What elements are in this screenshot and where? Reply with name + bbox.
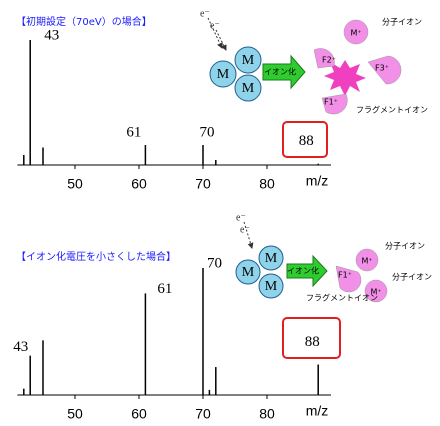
ionization-label: イオン化 <box>287 266 319 276</box>
x-axis-label: m/z <box>306 173 329 189</box>
molecular-ion-label: 分子イオン <box>392 273 432 282</box>
molecular-ion: M⁺ <box>361 257 372 266</box>
chart-title: 【イオン化電圧を小さくした場合】 <box>16 250 176 263</box>
peak <box>29 40 31 165</box>
molecular-ion-label: 分子イオン <box>382 18 422 27</box>
ionization-label: イオン化 <box>264 67 296 77</box>
peak <box>23 155 25 165</box>
chart-title: 【初期設定（70eV）の場合】 <box>16 15 152 28</box>
highlight-box <box>282 121 328 158</box>
molecule: M <box>242 81 255 96</box>
fragment-label: フラグメントイオン <box>306 293 378 303</box>
electron: e⁻ <box>210 20 220 31</box>
peak <box>42 147 44 165</box>
molecule: M <box>242 265 255 280</box>
x-tick-label: 50 <box>67 176 83 192</box>
peak <box>215 367 217 395</box>
molecule: M <box>265 279 278 294</box>
x-axis-label: m/z <box>306 403 329 419</box>
peak-label: 43 <box>13 339 28 355</box>
highlight-box <box>282 317 341 359</box>
peak-label: 70 <box>207 255 222 271</box>
electron: e⁻ <box>240 224 250 235</box>
peak-label: 61 <box>157 281 172 297</box>
peak <box>23 388 25 395</box>
x-tick-label: 80 <box>259 176 275 192</box>
x-tick-label: 70 <box>195 406 211 422</box>
peak <box>317 364 319 395</box>
peak <box>144 145 147 165</box>
fragment: F1⁺ <box>338 271 352 280</box>
x-tick-label: 70 <box>195 176 211 192</box>
electron: e⁻ <box>200 8 210 19</box>
fragment: F1⁺ <box>324 98 338 107</box>
x-tick-label: 80 <box>259 406 275 422</box>
peak <box>144 293 147 395</box>
fragment-label: フラグメントイオン <box>356 105 428 115</box>
peak <box>29 355 31 395</box>
diagram-2: 【イオン化電圧を小さくした場合】 e⁻ e⁻ M M M イオン化 M⁺ 分子イ… <box>16 212 432 359</box>
peak <box>202 145 204 165</box>
molecular-ion: M⁺ <box>350 29 361 38</box>
fragment: F3⁺ <box>375 64 389 73</box>
peak <box>208 389 211 395</box>
electron: e⁻ <box>236 212 246 223</box>
peak-label: 88 <box>305 334 320 350</box>
peak-label: 70 <box>200 124 215 140</box>
peak-label: 88 <box>299 133 314 149</box>
molecular-ion-label: 分子イオン <box>385 242 425 251</box>
peak <box>215 160 217 165</box>
diagram-1: 【初期設定（70eV）の場合】 e⁻ e⁻ M M M イオン化 M⁺ 分子イオ… <box>16 8 428 158</box>
x-tick-label: 60 <box>131 406 147 422</box>
peak <box>42 340 44 395</box>
fragment: F2⁺ <box>322 56 336 65</box>
peak-label: 61 <box>126 124 141 140</box>
peak <box>202 268 204 395</box>
peak-label: 43 <box>44 27 59 43</box>
peak <box>317 163 319 165</box>
molecule: M <box>265 251 278 266</box>
x-tick-label: 50 <box>67 406 83 422</box>
molecule: M <box>242 53 255 68</box>
x-tick-label: 60 <box>131 176 147 192</box>
molecule: M <box>217 67 230 82</box>
molecular-ion: M⁺ <box>370 288 381 297</box>
